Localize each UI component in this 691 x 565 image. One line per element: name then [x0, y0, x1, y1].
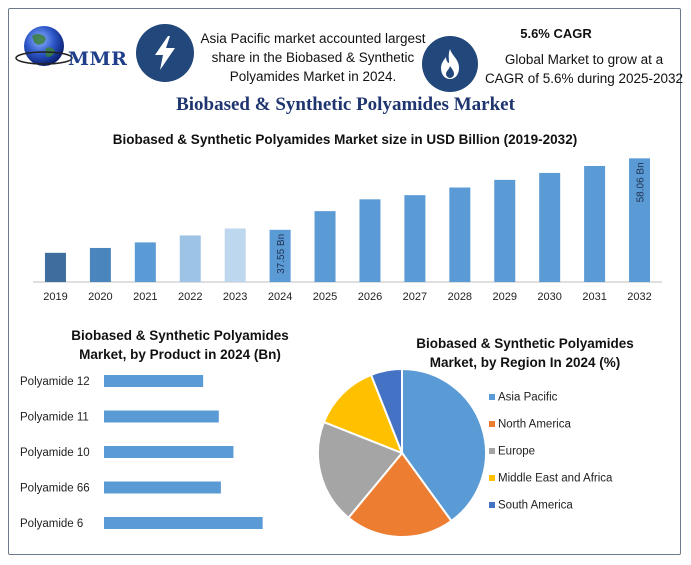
bar-polyamide-6: [104, 517, 263, 529]
legend-label-middle-east-and-africa: Middle East and Africa: [498, 473, 613, 485]
bar-2028: [449, 187, 471, 282]
bar-2027: [404, 195, 426, 282]
bar-2030: [539, 172, 561, 282]
bar-2029: [494, 179, 516, 282]
category-label-polyamide-66: Polyamide 66: [20, 483, 90, 495]
data-label-2032: 58.06 Bn: [636, 162, 647, 202]
tick-label-2026: 2026: [358, 291, 382, 303]
tick-label-2023: 2023: [223, 291, 247, 303]
legend-label-south-america: South America: [498, 500, 573, 512]
legend-swatch-europe: [489, 448, 495, 454]
tick-label-2030: 2030: [537, 291, 561, 303]
tick-label-2028: 2028: [448, 291, 472, 303]
market-size-bar-chart: 2019 2020 2021 2022 2023 2024 37.55 Bn 2025 2026…: [33, 158, 662, 303]
tick-label-2025: 2025: [313, 291, 337, 303]
bar-2019: [44, 252, 66, 282]
tick-label-2027: 2027: [403, 291, 427, 303]
main-title: Biobased & Synthetic Polyamides Market: [176, 94, 515, 115]
tick-label-2022: 2022: [178, 291, 202, 303]
product-chart-title: Biobased & Synthetic Polyamides Market, …: [71, 328, 289, 362]
bar-2031: [584, 165, 606, 282]
info-asia-pacific-text: Asia Pacific market accounted largest sh…: [200, 31, 426, 84]
tick-label-2019: 2019: [43, 291, 67, 303]
bar-2032: [629, 158, 651, 282]
tick-label-2032: 2032: [627, 291, 651, 303]
data-label-2024: 37.55 Bn: [276, 234, 287, 274]
bar-2025: [314, 211, 336, 282]
legend-swatch-north-america: [489, 421, 495, 427]
bar-polyamide-10: [104, 446, 234, 458]
slice-europe: [317, 420, 404, 520]
flame-icon: [422, 36, 478, 92]
category-label-polyamide-11: Polyamide 11: [20, 412, 89, 424]
bar-2026: [359, 199, 381, 282]
tick-label-2024: 2024: [268, 291, 292, 303]
logo-text: MMR: [68, 48, 128, 70]
slice-middle-east-and-africa: [322, 373, 404, 455]
market-size-chart-title: Biobased & Synthetic Polyamides Market s…: [112, 132, 578, 147]
category-label-polyamide-12: Polyamide 12: [20, 376, 90, 388]
tick-label-2029: 2029: [493, 291, 517, 303]
mmr-globe-logo-icon: [15, 26, 73, 66]
tick-label-2021: 2021: [133, 291, 157, 303]
legend-label-europe: Europe: [498, 446, 535, 458]
slice-north-america: [347, 451, 453, 538]
region-chart-title: Biobased & Synthetic Polyamides Market, …: [416, 336, 634, 370]
bar-2020: [89, 247, 111, 282]
slice-south-america: [369, 367, 403, 454]
category-label-polyamide-10: Polyamide 10: [20, 447, 90, 459]
bar-polyamide-11: [104, 410, 219, 423]
category-label-polyamide-6: Polyamide 6: [20, 518, 83, 530]
slice-asia-pacific: [401, 367, 487, 523]
legend-swatch-asia-pacific: [489, 394, 495, 400]
bar-2024: [269, 229, 291, 282]
tick-label-2020: 2020: [88, 291, 112, 303]
legend-swatch-middle-east-and-africa: [489, 475, 495, 481]
lightning-bolt-icon: [136, 24, 194, 82]
tick-label-2031: 2031: [582, 291, 606, 303]
legend-label-asia-pacific: Asia Pacific: [498, 392, 558, 404]
info-cagr-text: Global Market to grow at a CAGR of 5.6% …: [484, 52, 684, 86]
legend-swatch-south-america: [489, 502, 495, 508]
region-pie-chart: Asia Pacific North America Europe Middle Ea…: [317, 367, 613, 538]
legend-label-north-america: North America: [498, 419, 571, 431]
infographic-frame: [8, 8, 681, 555]
bar-2022: [179, 235, 201, 282]
bar-polyamide-12: [104, 375, 204, 387]
product-horizontal-bar-chart: Polyamide 12 Polyamide 11 Polyamide 10 Poly…: [20, 375, 263, 530]
bar-2023: [224, 228, 246, 282]
bar-polyamide-66: [104, 481, 221, 494]
cagr-heading: 5.6% CAGR: [520, 26, 592, 41]
bar-2021: [134, 242, 156, 282]
